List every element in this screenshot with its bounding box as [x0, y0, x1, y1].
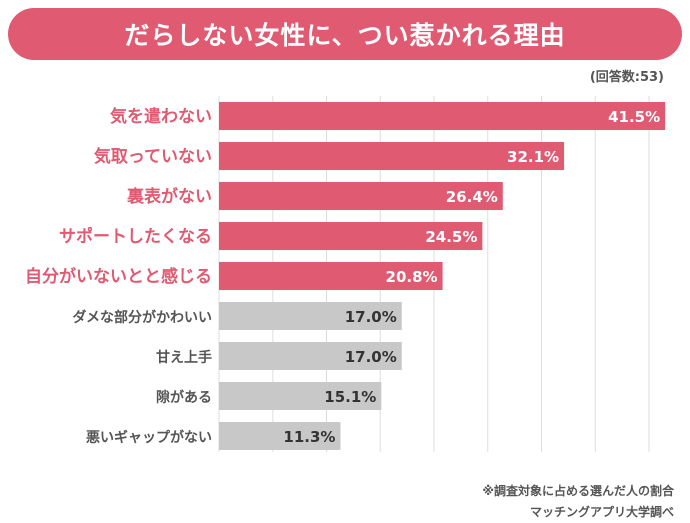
category-label: 甘え上手 — [156, 349, 212, 366]
value-label: 17.0% — [345, 308, 397, 326]
value-label: 17.0% — [345, 348, 397, 366]
bar — [219, 302, 402, 330]
value-label: 26.4% — [446, 188, 498, 206]
bar — [219, 422, 341, 450]
category-label: 裏表がない — [126, 186, 212, 207]
bar — [219, 222, 483, 250]
value-label: 32.1% — [507, 148, 559, 166]
category-label: 気取っていない — [93, 146, 212, 167]
respondents-count: (回答数:53) — [589, 70, 664, 85]
value-label: 41.5% — [608, 108, 660, 126]
category-label: サポートしたくなる — [59, 226, 212, 247]
category-label: ダメな部分がかわいい — [72, 309, 212, 326]
chart-title: だらしない女性に、つい惹かれる理由 — [8, 8, 682, 60]
category-label: 気を遣わない — [109, 106, 212, 127]
value-label: 20.8% — [386, 268, 438, 286]
value-label: 24.5% — [425, 228, 477, 246]
bar — [219, 342, 402, 370]
bar — [219, 142, 565, 170]
value-label: 15.1% — [324, 388, 376, 406]
bar — [219, 182, 503, 210]
bar — [219, 102, 666, 130]
bar — [219, 382, 382, 410]
footnote: ※調査対象に占める選んだ人の割合 — [482, 484, 674, 498]
category-label: 隙がある — [156, 389, 212, 406]
value-label: 11.3% — [283, 428, 335, 446]
category-label: 自分がいないとと感じる — [25, 266, 212, 287]
category-label: 悪いギャップがない — [86, 429, 212, 446]
bar — [219, 262, 443, 290]
source-credit: マッチングアプリ大学調べ — [529, 505, 674, 519]
